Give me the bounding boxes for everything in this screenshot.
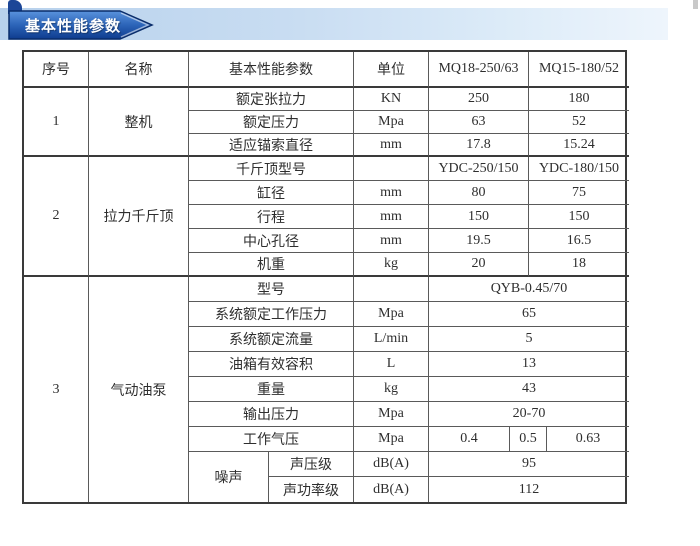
page-title: 基本性能参数 bbox=[24, 17, 121, 35]
unit-cell: mm bbox=[354, 229, 429, 253]
header-cell-model1: MQ18-250/63 bbox=[429, 52, 529, 88]
header-cell-model2: MQ15-180/52 bbox=[529, 52, 629, 88]
header-cell-unit: 单位 bbox=[354, 52, 429, 88]
unit-cell: dB(A) bbox=[354, 452, 429, 477]
value-cell-merged: 13 bbox=[429, 352, 629, 377]
param-cell: 机重 bbox=[189, 253, 354, 277]
unit-cell: kg bbox=[354, 253, 429, 277]
param-cell: 声功率级 bbox=[269, 477, 354, 502]
unit-cell: Mpa bbox=[354, 111, 429, 134]
value-cell: 15.24 bbox=[529, 134, 629, 157]
scrollbar-artifact bbox=[693, 0, 698, 9]
section-no: 2 bbox=[24, 157, 89, 277]
unit-cell: mm bbox=[354, 205, 429, 229]
value-cell: 20 bbox=[429, 253, 529, 277]
unit-cell bbox=[354, 157, 429, 181]
param-cell: 型号 bbox=[189, 277, 354, 302]
value-cell: 80 bbox=[429, 181, 529, 205]
param-cell: 适应锚索直径 bbox=[189, 134, 354, 157]
section-name: 气动油泵 bbox=[89, 277, 189, 502]
param-cell: 中心孔径 bbox=[189, 229, 354, 253]
section-name: 拉力千斤顶 bbox=[89, 157, 189, 277]
param-cell: 系统额定工作压力 bbox=[189, 302, 354, 327]
header-cell-no: 序号 bbox=[24, 52, 89, 88]
section-banner: 基本性能参数 bbox=[8, 10, 160, 40]
unit-cell: Mpa bbox=[354, 427, 429, 452]
value-cell: 250 bbox=[429, 88, 529, 111]
value-cell: 52 bbox=[529, 111, 629, 134]
section-no: 3 bbox=[24, 277, 89, 502]
header-cell-name: 名称 bbox=[89, 52, 189, 88]
value-cell-merged: QYB-0.45/70 bbox=[429, 277, 629, 302]
param-cell: 行程 bbox=[189, 205, 354, 229]
unit-cell: Mpa bbox=[354, 402, 429, 427]
value-cell: 75 bbox=[529, 181, 629, 205]
value-cell-merged: 95 bbox=[429, 452, 629, 477]
value-cell: 17.8 bbox=[429, 134, 529, 157]
param-cell: 输出压力 bbox=[189, 402, 354, 427]
unit-cell: kg bbox=[354, 377, 429, 402]
param-cell: 缸径 bbox=[189, 181, 354, 205]
value-cell: 0.4 bbox=[429, 427, 510, 452]
value-cell: YDC-180/150 bbox=[529, 157, 629, 181]
value-cell: 0.63 bbox=[547, 427, 629, 452]
unit-cell bbox=[354, 277, 429, 302]
section-no: 1 bbox=[24, 88, 89, 157]
param-cell: 重量 bbox=[189, 377, 354, 402]
unit-cell: mm bbox=[354, 134, 429, 157]
value-cell: 150 bbox=[529, 205, 629, 229]
banner-arrow-icon bbox=[8, 10, 154, 40]
unit-cell: mm bbox=[354, 181, 429, 205]
param-cell: 千斤顶型号 bbox=[189, 157, 354, 181]
section-name: 整机 bbox=[89, 88, 189, 157]
value-cell: 19.5 bbox=[429, 229, 529, 253]
value-cell: YDC-250/150 bbox=[429, 157, 529, 181]
value-cell: 18 bbox=[529, 253, 629, 277]
value-cell: 0.5 bbox=[510, 427, 547, 452]
value-cell: 180 bbox=[529, 88, 629, 111]
value-cell: 150 bbox=[429, 205, 529, 229]
value-cell: 16.5 bbox=[529, 229, 629, 253]
unit-cell: dB(A) bbox=[354, 477, 429, 502]
value-cell-merged: 20-70 bbox=[429, 402, 629, 427]
unit-cell: L/min bbox=[354, 327, 429, 352]
param-cell: 油箱有效容积 bbox=[189, 352, 354, 377]
noise-group-cell: 噪声 bbox=[189, 452, 269, 502]
value-cell: 63 bbox=[429, 111, 529, 134]
value-cell-merged: 5 bbox=[429, 327, 629, 352]
spec-table: 序号 名称 基本性能参数 单位 MQ18-250/63 MQ15-180/52 … bbox=[22, 50, 629, 504]
unit-cell: L bbox=[354, 352, 429, 377]
param-cell: 系统额定流量 bbox=[189, 327, 354, 352]
value-cell-merged: 65 bbox=[429, 302, 629, 327]
param-cell: 额定张拉力 bbox=[189, 88, 354, 111]
header-cell-param: 基本性能参数 bbox=[189, 52, 354, 88]
param-cell: 额定压力 bbox=[189, 111, 354, 134]
value-cell-merged: 43 bbox=[429, 377, 629, 402]
param-cell: 声压级 bbox=[269, 452, 354, 477]
param-cell: 工作气压 bbox=[189, 427, 354, 452]
value-cell-merged: 112 bbox=[518, 481, 540, 497]
unit-cell: KN bbox=[354, 88, 429, 111]
unit-cell: Mpa bbox=[354, 302, 429, 327]
